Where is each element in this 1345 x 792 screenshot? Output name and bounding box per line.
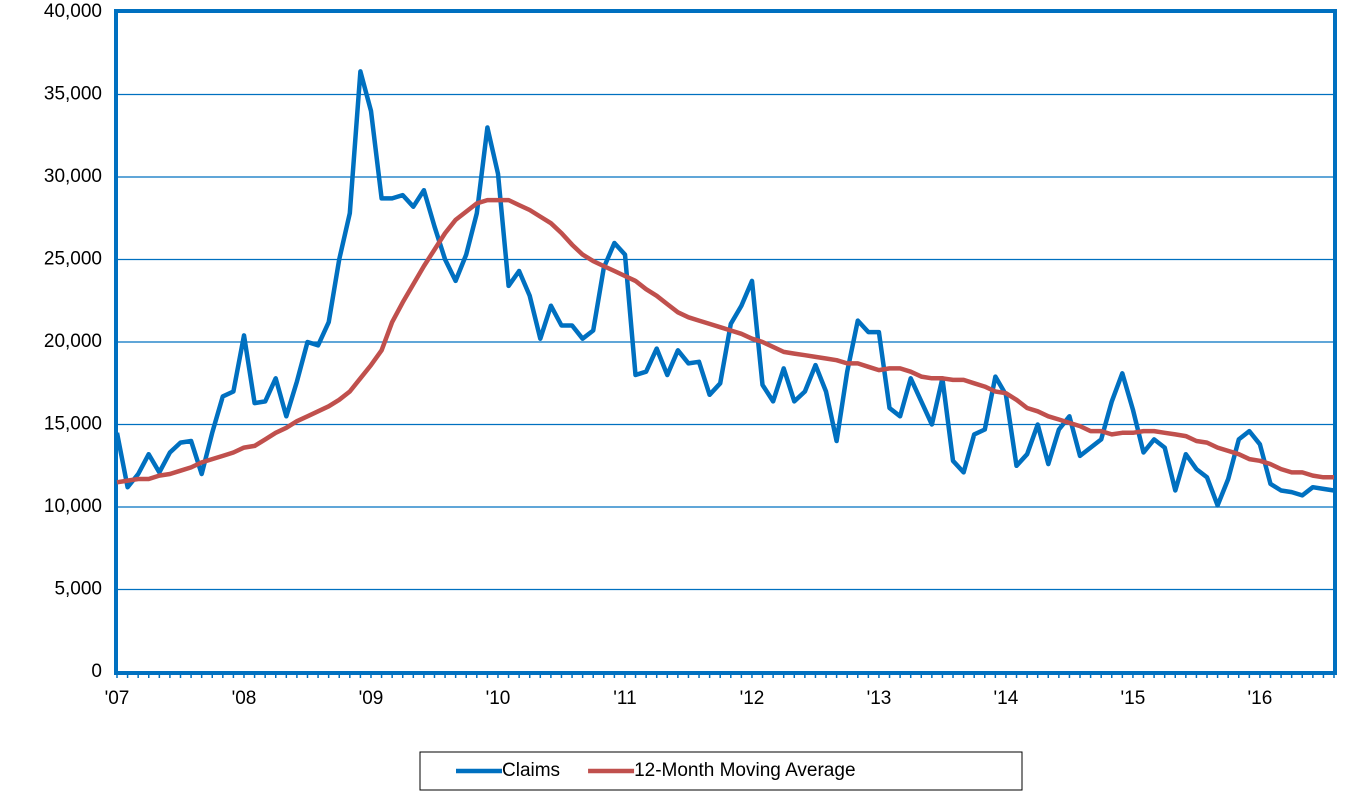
y-tick-label: 25,000 — [44, 249, 102, 270]
legend-label: 12-Month Moving Average — [634, 760, 855, 781]
legend-box — [419, 751, 1023, 791]
y-tick-label: 10,000 — [44, 496, 102, 517]
series-line — [114, 69, 1335, 508]
x-tick-label: '11 — [613, 688, 636, 709]
y-tick-label: 35,000 — [44, 84, 102, 105]
x-tick-label: '12 — [740, 688, 765, 709]
x-tick-label: '08 — [232, 688, 257, 709]
x-tick-label: '10 — [486, 688, 511, 709]
x-tick-label: '16 — [1248, 688, 1273, 709]
y-tick-label: 30,000 — [44, 166, 102, 187]
plot-frame — [114, 9, 1337, 675]
x-tick-label: '15 — [1121, 688, 1146, 709]
y-tick-label: 0 — [91, 661, 102, 682]
series-line — [116, 197, 1334, 485]
y-tick-label: 15,000 — [44, 414, 102, 435]
y-tick-label: 20,000 — [44, 331, 102, 352]
y-tick-label: 5,000 — [54, 579, 102, 600]
y-tick-label: 40,000 — [44, 1, 102, 22]
x-tick-label: '13 — [867, 688, 892, 709]
legend-label: Claims — [502, 760, 560, 781]
x-tick-label: '07 — [105, 688, 130, 709]
legend: Claims 12-Month Moving Average — [419, 751, 1023, 791]
x-tick-label: '14 — [994, 688, 1019, 709]
x-tick-label: '09 — [359, 688, 384, 709]
